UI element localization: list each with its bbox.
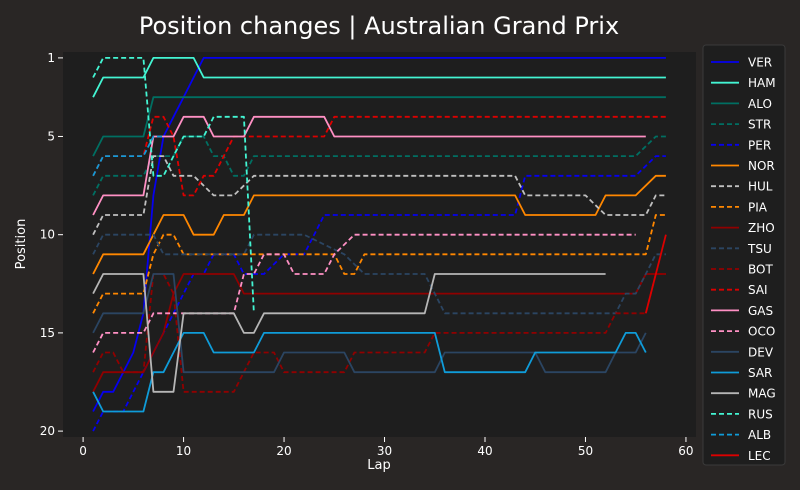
legend: VER HAM ALO STR PER NOR HUL PIA ZHO TSU BOT SAI GAS O… [702, 44, 786, 466]
legend-label-oco: OCO [748, 325, 775, 339]
legend-label-alb: ALB [748, 428, 771, 442]
legend-label-alo: ALO [748, 97, 772, 111]
x-tick-label: 20 [276, 444, 291, 458]
series-line-str [92, 135, 666, 196]
x-tick-label: 30 [377, 444, 392, 458]
legend-label-hul: HUL [748, 180, 773, 194]
x-tick-label: 40 [477, 444, 492, 458]
legend-label-tsu: TSU [747, 242, 772, 256]
legend-label-bot: BOT [748, 263, 773, 277]
legend-label-gas: GAS [748, 304, 773, 318]
legend-label-mag: MAG [748, 387, 776, 401]
legend-label-rus: RUS [748, 407, 773, 421]
y-tick-label: 20 [40, 424, 55, 438]
y-tick-label: 10 [40, 228, 55, 242]
legend-label-lec: LEC [748, 449, 771, 463]
series-line-sai [92, 115, 666, 197]
series-line-gas [92, 115, 646, 216]
legend-label-nor: NOR [748, 159, 775, 173]
legend-label-ham: HAM [748, 76, 776, 90]
legend-label-str: STR [748, 118, 771, 132]
x-axis-label: Lap [367, 458, 390, 473]
series-line-ver [92, 57, 666, 412]
series-line-ham [92, 57, 666, 98]
series-line-pia [92, 214, 666, 314]
series-line-bot [92, 273, 666, 393]
x-tick-label: 50 [578, 444, 593, 458]
x-tick-label: 10 [176, 444, 191, 458]
series-line-per [92, 155, 666, 432]
series-line-mag [92, 273, 606, 393]
legend-label-ver: VER [748, 56, 772, 70]
series-line-oco [92, 233, 636, 353]
legend-label-sar: SAR [748, 366, 772, 380]
x-tick-label: 60 [678, 444, 693, 458]
series-line-hul [92, 155, 666, 236]
y-tick-label: 1 [47, 51, 55, 65]
legend-label-per: PER [748, 138, 771, 152]
series-lines [92, 57, 667, 432]
series-line-dev [92, 273, 647, 374]
series-line-zho [92, 273, 666, 393]
legend-label-zho: ZHO [748, 221, 775, 235]
series-line-tsu [92, 233, 666, 315]
legend-box [702, 44, 786, 466]
legend-label-pia: PIA [748, 200, 768, 214]
chart-title: Position changes | Australian Grand Prix [139, 12, 619, 40]
series-line-rus [92, 57, 255, 314]
series-line-alo [92, 96, 666, 157]
series-line-sar [92, 332, 647, 413]
legend-label-sai: SAI [748, 283, 768, 297]
legend-label-dev: DEV [748, 345, 774, 359]
series-line-lec [644, 234, 667, 314]
y-tick-label: 5 [47, 129, 55, 143]
y-tick-label: 15 [40, 326, 55, 340]
x-tick-label: 0 [79, 444, 87, 458]
y-axis-label: Position [14, 219, 29, 270]
